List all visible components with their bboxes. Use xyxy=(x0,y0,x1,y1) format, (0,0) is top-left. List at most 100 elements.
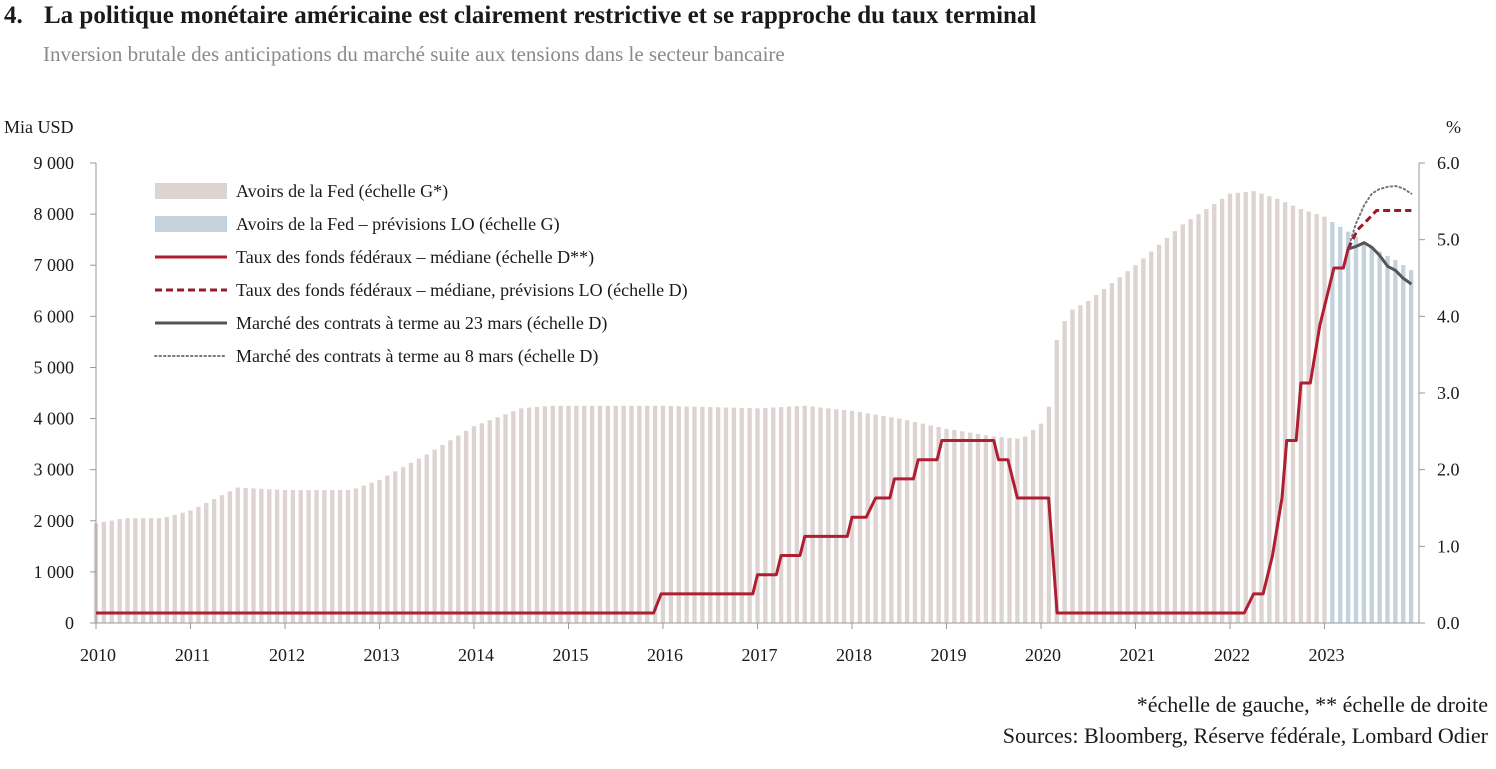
chart-number: 4. xyxy=(4,2,23,29)
fed-assets-bar xyxy=(463,430,469,623)
fed-assets-bar xyxy=(251,488,256,623)
fed-assets-forecast-bar xyxy=(1385,255,1390,623)
fed-assets-bar xyxy=(243,487,248,623)
fed-assets-bar xyxy=(912,421,918,623)
chart-subtitle: Inversion brutale des anticipations du m… xyxy=(43,42,785,66)
fed-assets-bar xyxy=(881,416,886,623)
fed-assets-bar xyxy=(1030,430,1036,623)
fed-assets-bar xyxy=(227,491,233,623)
fed-assets-bar xyxy=(1054,339,1059,623)
fed-assets-bar xyxy=(786,406,792,623)
fed-assets-bar xyxy=(1149,251,1154,623)
fed-assets-bar xyxy=(400,467,406,623)
fed-assets-bar xyxy=(503,414,508,623)
fed-assets-bar xyxy=(668,405,674,623)
chart-title-text: La politique monétaire américaine est cl… xyxy=(44,2,1037,29)
fed-assets-forecast-bar xyxy=(1377,251,1382,623)
series-lines xyxy=(96,184,1413,615)
fed-assets-bar xyxy=(337,490,343,623)
fed-assets-bar xyxy=(314,490,319,623)
fed-assets-bar xyxy=(526,407,532,623)
fed-assets-bar xyxy=(841,410,847,623)
fed-assets-bar xyxy=(1180,224,1185,623)
fed-assets-bar xyxy=(834,409,839,623)
fed-assets-bar xyxy=(180,512,185,623)
fed-assets-bar xyxy=(684,406,689,623)
fed-assets-bar xyxy=(219,495,225,623)
fed-assets-bar xyxy=(282,490,288,623)
fed-assets-bars xyxy=(93,191,1414,624)
fed-assets-bar xyxy=(345,490,351,623)
axes: 0 1 000 2 000 3 000 4 000 5 000 6 000 7 000 8 00… xyxy=(34,153,1460,665)
legend-label-fed-assets: Avoirs de la Fed (échelle G*) xyxy=(236,181,448,202)
fed-assets-bar xyxy=(117,519,122,623)
fed-assets-bar xyxy=(487,420,492,623)
fed-assets-bar xyxy=(416,458,422,623)
fed-assets-bar xyxy=(629,405,634,623)
fed-assets-bar xyxy=(1015,438,1020,623)
fed-assets-bar xyxy=(322,490,327,623)
fed-assets-bar xyxy=(700,406,705,623)
fed-assets-bar xyxy=(1070,309,1075,623)
fed-assets-bar xyxy=(1235,192,1241,623)
fed-assets-bar xyxy=(558,405,563,623)
fed-assets-bar xyxy=(204,502,209,623)
legend-label-futures-mar8: Marché des contrats à terme au 8 mars (é… xyxy=(236,346,598,367)
fed-assets-bar xyxy=(1314,214,1319,624)
left-tick-label: 2 000 xyxy=(34,511,75,531)
right-tick-label: 6.0 xyxy=(1437,153,1460,173)
fed-assets-bar xyxy=(952,430,957,623)
fed-assets-bar xyxy=(330,490,335,623)
fed-assets-bar xyxy=(928,425,933,623)
fed-assets-bar xyxy=(519,408,524,623)
fed-assets-bar xyxy=(1322,216,1327,624)
fed-assets-bar xyxy=(290,490,296,623)
fed-assets-bar xyxy=(708,407,713,623)
fed-assets-bar xyxy=(1267,196,1272,623)
legend-swatch-fed-assets-forecast xyxy=(155,216,227,232)
x-tick-label: 2012 xyxy=(269,645,305,665)
fed-funds-forecast-line xyxy=(1346,209,1412,250)
fed-assets-bar xyxy=(715,407,721,623)
fed-assets-bar xyxy=(660,405,666,623)
fed-assets-bar xyxy=(424,454,429,623)
fed-assets-bar xyxy=(1093,295,1099,623)
fed-assets-bar xyxy=(1219,198,1225,623)
legend: Avoirs de la Fed (échelle G*) Avoirs de l… xyxy=(154,181,688,367)
legend-swatch-fed-assets xyxy=(155,183,227,199)
x-tick-label: 2018 xyxy=(836,645,872,665)
fed-assets-bar xyxy=(676,406,681,623)
fed-assets-bar xyxy=(471,426,477,623)
left-tick-label: 9 000 xyxy=(34,153,75,173)
left-tick-label: 0 xyxy=(65,613,74,633)
fed-assets-forecast-bar xyxy=(1393,260,1398,623)
fed-assets-bar xyxy=(920,423,926,623)
fed-assets-bar xyxy=(1251,191,1256,624)
fed-assets-bar xyxy=(1109,283,1115,623)
left-tick-label: 5 000 xyxy=(34,357,75,377)
legend-label-fed-funds: Taux des fonds fédéraux – médiane (échel… xyxy=(236,247,594,268)
left-axis-unit: Mia USD xyxy=(4,117,74,137)
fed-assets-bar xyxy=(597,405,603,623)
fed-assets-bar xyxy=(1259,193,1264,624)
fed-assets-bar xyxy=(747,408,752,623)
fed-assets-forecast-bar xyxy=(1408,270,1414,623)
fed-assets-bar xyxy=(1290,205,1296,623)
fed-assets-bar xyxy=(1196,214,1201,624)
fed-assets-bar xyxy=(778,407,784,623)
fed-assets-bar xyxy=(353,488,359,623)
fed-assets-forecast-bar xyxy=(1338,226,1343,623)
fed-assets-bar xyxy=(1117,277,1122,623)
fed-assets-bar xyxy=(1243,191,1248,623)
fed-assets-bar xyxy=(582,405,587,623)
x-tick-label: 2019 xyxy=(931,645,967,665)
fed-assets-bar xyxy=(1141,258,1146,623)
fed-assets-bar xyxy=(810,406,815,623)
x-tick-label: 2013 xyxy=(364,645,400,665)
fed-assets-bar xyxy=(164,516,170,623)
fed-assets-bar xyxy=(448,440,453,623)
fed-assets-bar xyxy=(763,407,768,623)
right-tick-label: 3.0 xyxy=(1437,383,1460,403)
fed-assets-bar xyxy=(1212,203,1217,623)
